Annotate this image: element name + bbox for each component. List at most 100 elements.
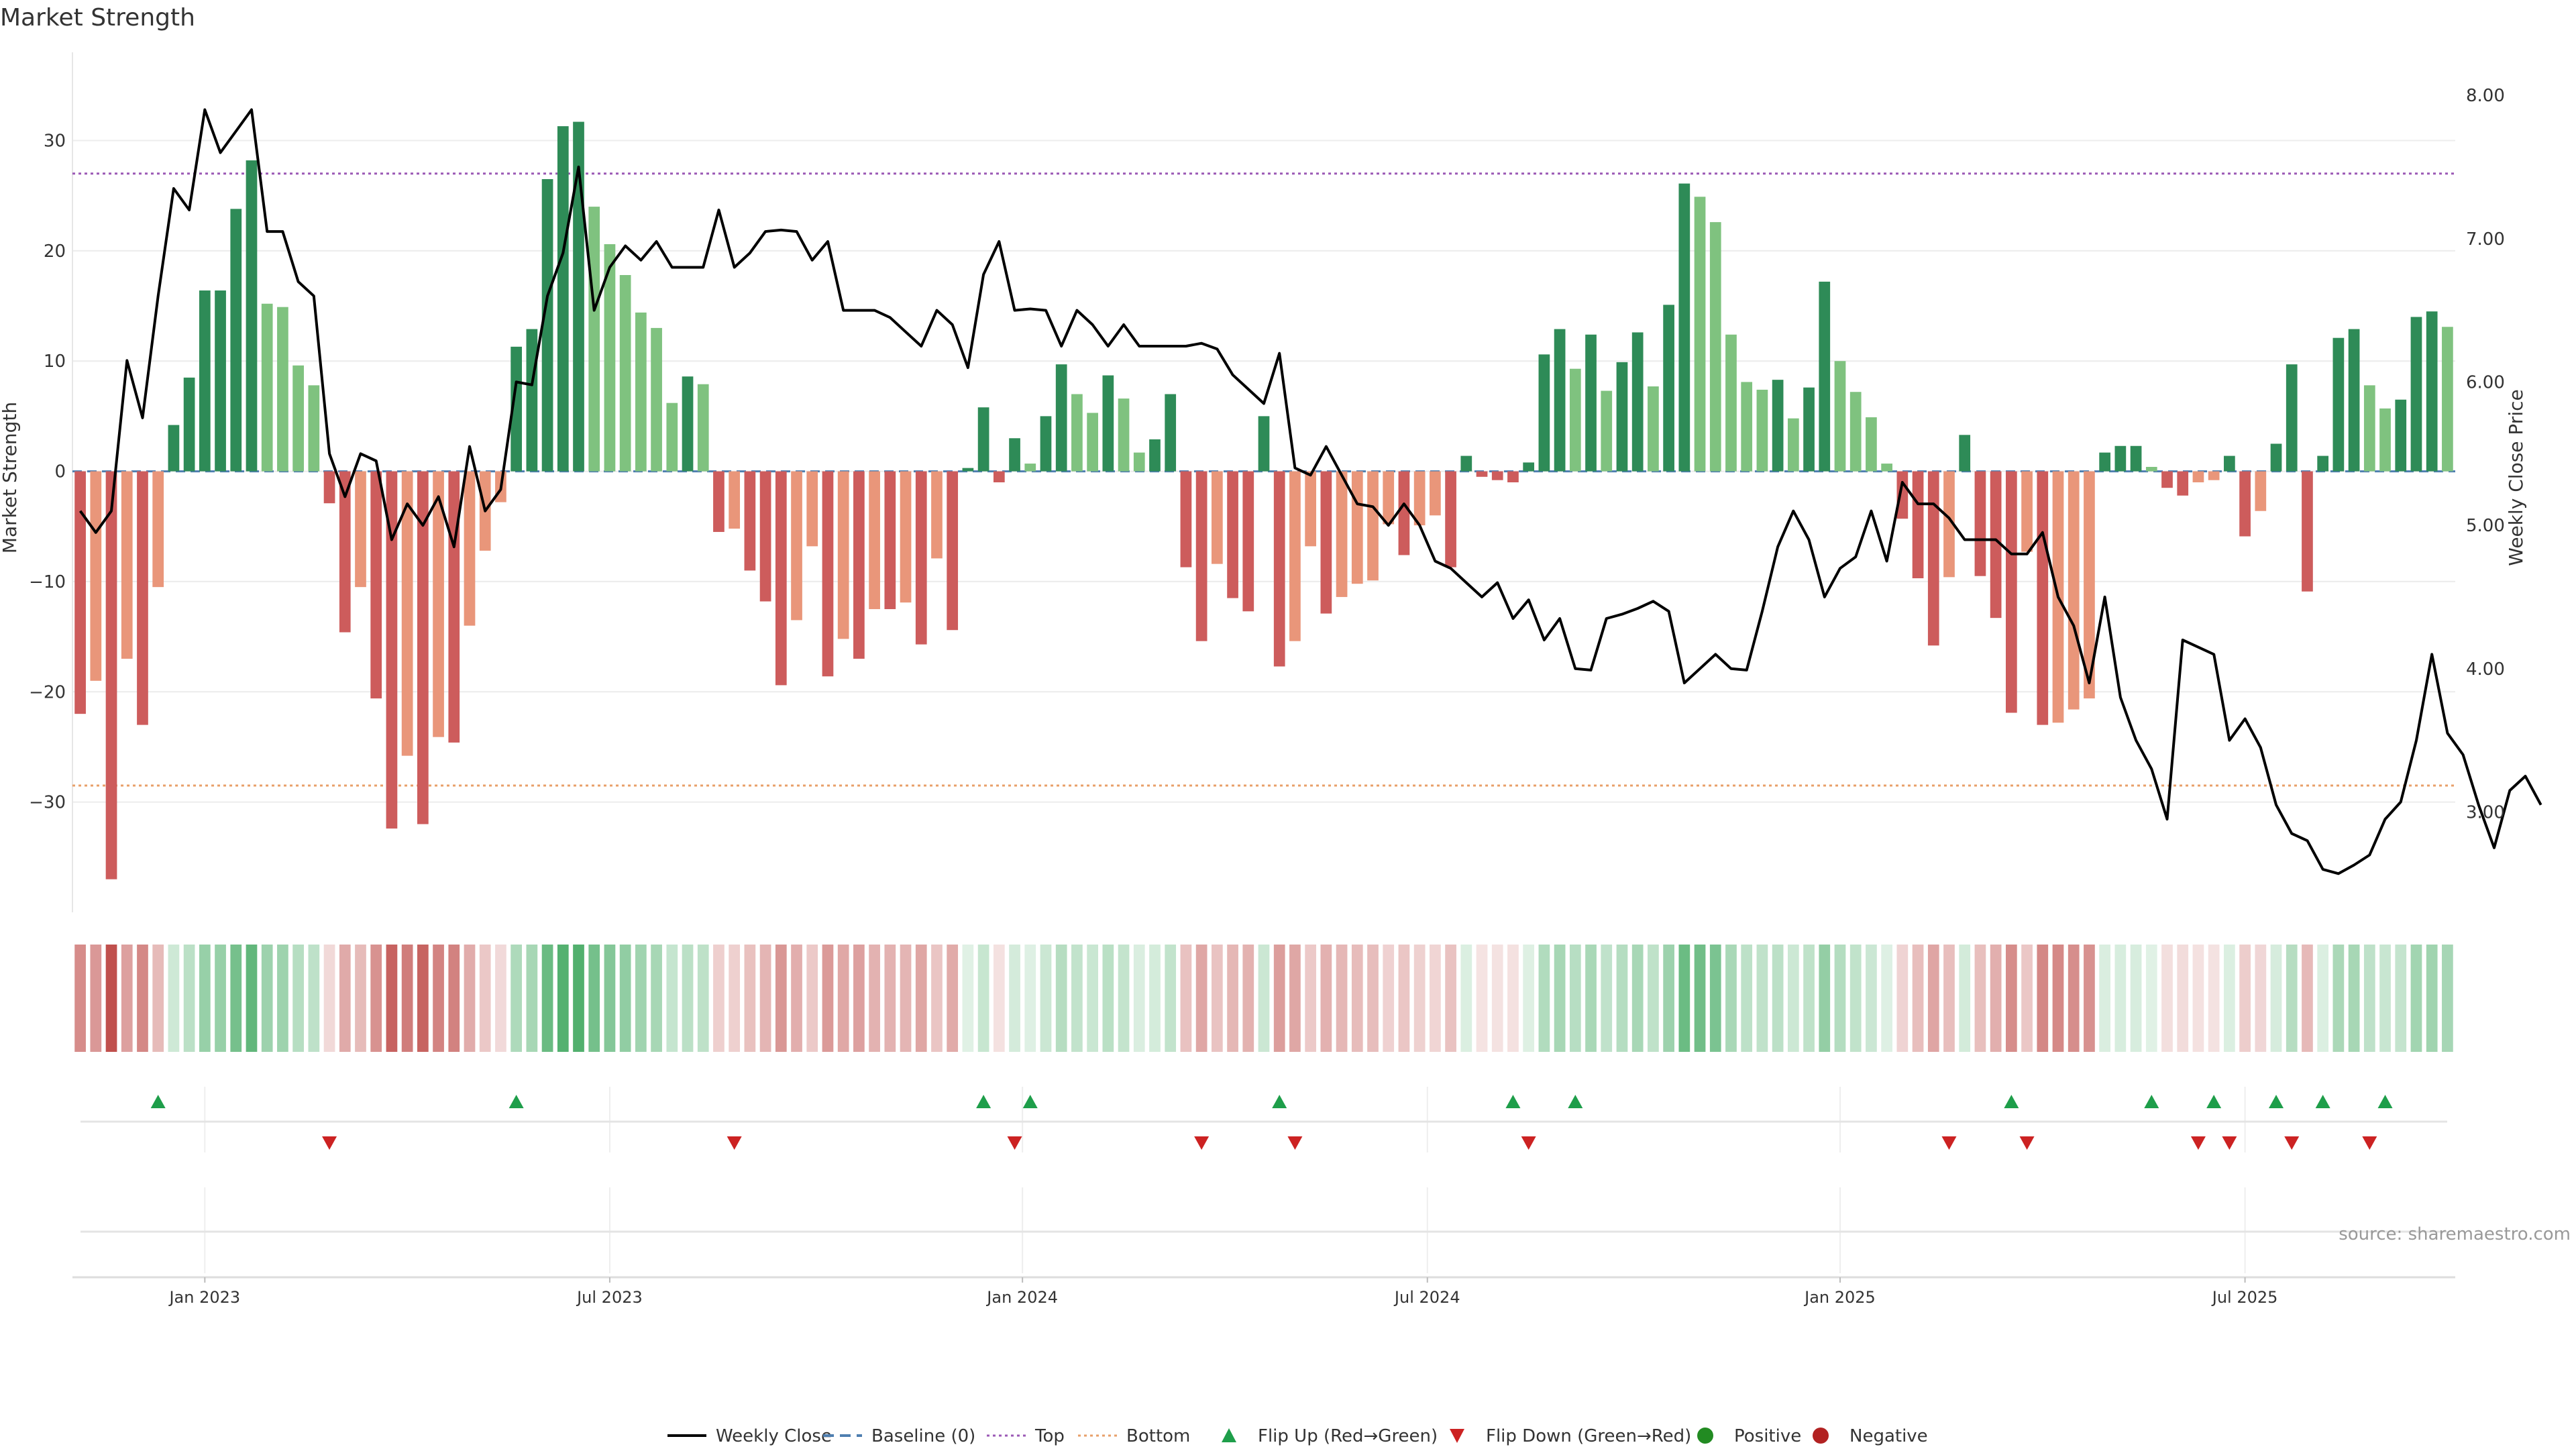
heat-cell bbox=[604, 945, 616, 1052]
strength-bar bbox=[1149, 439, 1161, 472]
strength-bar bbox=[977, 407, 989, 472]
heat-cell bbox=[635, 945, 647, 1052]
flip-up-marker bbox=[150, 1095, 166, 1108]
heat-cell bbox=[308, 945, 320, 1052]
flip-up-marker bbox=[508, 1095, 524, 1108]
strength-bar bbox=[1367, 471, 1379, 581]
strength-bar bbox=[2317, 455, 2329, 472]
heat-cell bbox=[2130, 945, 2142, 1052]
heat-cell bbox=[1071, 945, 1083, 1052]
heat-cell bbox=[2161, 945, 2173, 1052]
strength-bar bbox=[2005, 471, 2017, 713]
strength-bar bbox=[1866, 417, 1877, 472]
strength-bar bbox=[246, 160, 258, 472]
heat-cell bbox=[1133, 945, 1145, 1052]
strength-bar bbox=[947, 471, 959, 631]
y-tick-label: −30 bbox=[29, 793, 66, 813]
heat-cell bbox=[775, 945, 787, 1052]
heat-cell bbox=[495, 945, 506, 1052]
strength-bar bbox=[401, 471, 413, 756]
heat-cell bbox=[2037, 945, 2049, 1052]
heat-cell bbox=[1881, 945, 1892, 1052]
heat-cell bbox=[1569, 945, 1581, 1052]
heat-cell bbox=[2021, 945, 2033, 1052]
strength-bar bbox=[1678, 183, 1690, 472]
y2-tick-labels: 8.00 7.00 6.00 5.00 4.00 3.00 bbox=[2466, 86, 2505, 822]
strength-bar bbox=[292, 365, 304, 472]
heat-cell bbox=[2395, 945, 2407, 1052]
strength-bar bbox=[1009, 438, 1020, 472]
heat-cell bbox=[1896, 945, 1909, 1052]
strength-bar bbox=[884, 471, 896, 610]
heat-cell bbox=[1165, 945, 1177, 1052]
heat-cell bbox=[900, 945, 912, 1052]
y-tick-label: 20 bbox=[44, 241, 66, 262]
legend-swatch bbox=[1450, 1429, 1464, 1443]
flip-up-marker bbox=[2004, 1095, 2019, 1108]
strength-bar bbox=[1819, 281, 1831, 472]
y-tick-label: 0 bbox=[54, 462, 66, 482]
heat-cell bbox=[1320, 945, 1332, 1052]
flip-down-marker bbox=[1007, 1136, 1022, 1150]
strength-bar bbox=[1445, 471, 1456, 568]
flip-up-marker bbox=[1272, 1095, 1287, 1108]
heat-cell bbox=[1554, 945, 1566, 1052]
strength-bar bbox=[1242, 471, 1254, 612]
heat-cell bbox=[1709, 945, 1721, 1052]
strength-bar bbox=[417, 471, 429, 824]
heat-cell bbox=[2332, 945, 2345, 1052]
heat-cell bbox=[1866, 945, 1877, 1052]
heat-cell bbox=[1678, 945, 1690, 1052]
heat-cell bbox=[1289, 945, 1301, 1052]
heat-cell bbox=[2114, 945, 2127, 1052]
legend-label: Weekly Close bbox=[716, 1426, 832, 1446]
heat-cell bbox=[2052, 945, 2064, 1052]
flip-down-marker bbox=[1941, 1136, 1957, 1150]
strength-bar bbox=[1538, 354, 1550, 472]
heat-cell bbox=[1631, 945, 1644, 1052]
flip-up-marker bbox=[2315, 1095, 2330, 1108]
strength-bar bbox=[2192, 471, 2204, 482]
heat-cell bbox=[697, 945, 709, 1052]
heat-cell bbox=[417, 945, 429, 1052]
heat-cell bbox=[1912, 945, 1924, 1052]
strength-bar bbox=[277, 307, 288, 472]
heat-cell bbox=[168, 945, 180, 1052]
y2-tick-label: 7.00 bbox=[2466, 229, 2505, 250]
heat-cell bbox=[1756, 945, 1768, 1052]
strength-bar bbox=[915, 471, 927, 645]
heat-cell bbox=[1741, 945, 1753, 1052]
reference-lines bbox=[72, 172, 2455, 787]
strength-bars bbox=[74, 121, 2453, 879]
legend-label: Baseline (0) bbox=[871, 1426, 975, 1446]
heat-cell bbox=[2068, 945, 2080, 1052]
heat-cell bbox=[588, 945, 600, 1052]
strength-bar bbox=[1616, 362, 1628, 472]
strength-bar bbox=[152, 471, 164, 588]
strength-bar bbox=[775, 471, 787, 686]
strength-bar bbox=[806, 471, 818, 547]
strength-bar bbox=[2114, 445, 2127, 472]
heat-cell bbox=[1819, 945, 1831, 1052]
strength-bar bbox=[1648, 386, 1659, 472]
heat-cell bbox=[1445, 945, 1456, 1052]
heat-cell bbox=[2302, 945, 2313, 1052]
legend-swatch bbox=[1222, 1428, 1236, 1442]
strength-bar bbox=[1787, 418, 1799, 472]
legend-label: Negative bbox=[1849, 1426, 1928, 1446]
strength-bar bbox=[1912, 471, 1924, 578]
heat-cell bbox=[1118, 945, 1130, 1052]
heat-cell bbox=[479, 945, 491, 1052]
x-tick-label: Jul 2023 bbox=[576, 1288, 643, 1307]
strength-bar bbox=[137, 471, 148, 725]
heat-cell bbox=[401, 945, 413, 1052]
heat-cell bbox=[2270, 945, 2282, 1052]
legend-label: Bottom bbox=[1126, 1426, 1190, 1446]
strength-bar bbox=[682, 376, 694, 472]
strength-bar bbox=[604, 244, 616, 472]
strength-bar bbox=[2130, 445, 2142, 472]
heat-cell bbox=[370, 945, 382, 1052]
y2-axis-label: Weekly Close Price bbox=[2505, 389, 2527, 566]
strength-bar bbox=[168, 425, 180, 472]
